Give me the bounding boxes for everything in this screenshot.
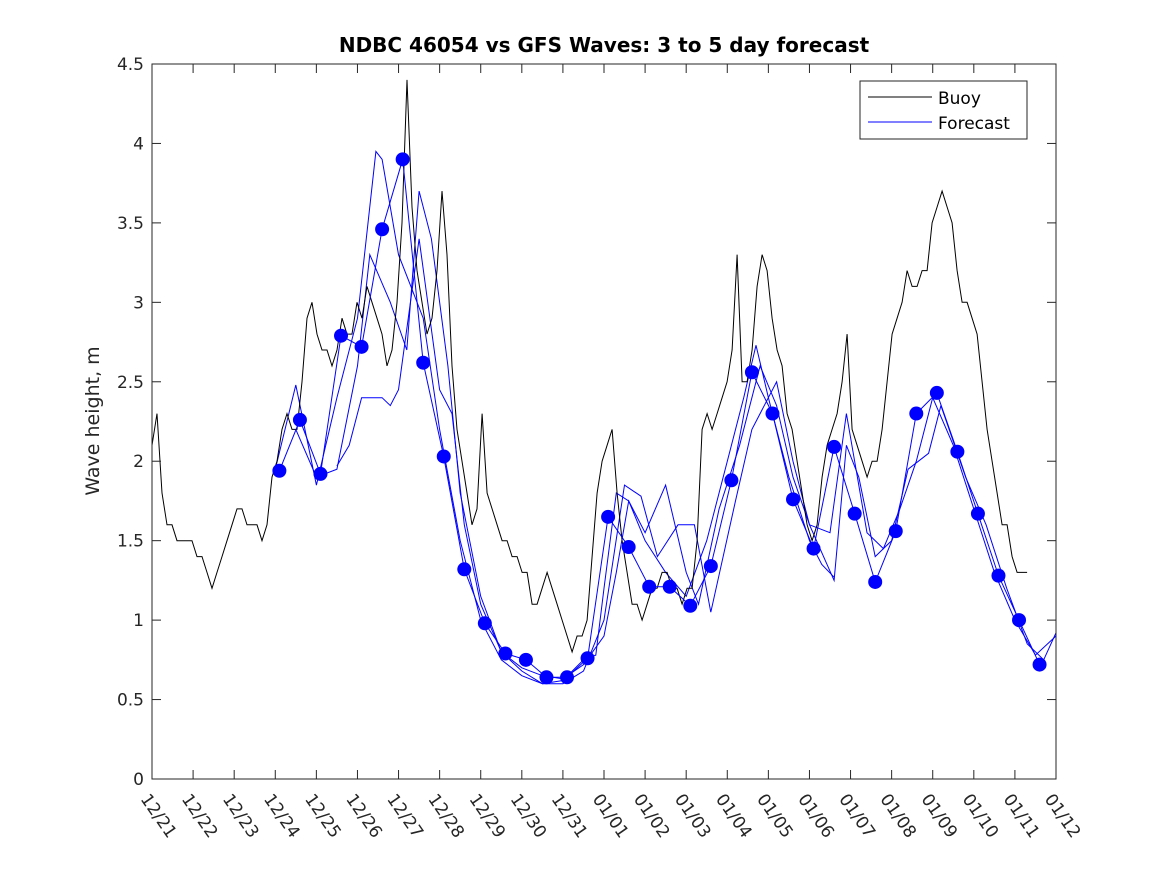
forecast-point [375, 222, 390, 237]
forecast-line [278, 159, 1041, 678]
forecast-point [909, 406, 924, 421]
forecast-run-line-2 [336, 238, 1057, 685]
y-tick-label: 1 [133, 611, 144, 631]
forecast-point [847, 506, 862, 521]
forecast-point [477, 616, 492, 631]
forecast-point [292, 412, 307, 427]
forecast-point [601, 509, 616, 524]
forecast-point [786, 492, 801, 507]
forecast-point [354, 339, 369, 354]
forecast-point [539, 670, 554, 685]
forecast-point [970, 506, 985, 521]
y-tick-label: 0.5 [117, 691, 144, 711]
forecast-point [498, 646, 513, 661]
forecast-point [621, 540, 636, 555]
forecast-point [560, 670, 575, 685]
legend: Buoy Forecast [859, 80, 1028, 140]
forecast-point [334, 328, 349, 343]
forecast-point [580, 651, 595, 666]
forecast-point [806, 541, 821, 556]
legend-buoy-label: Buoy [938, 89, 981, 109]
forecast-point [457, 562, 472, 577]
forecast-point [642, 579, 657, 594]
forecast-point [1012, 613, 1027, 628]
legend-forecast-label: Forecast [938, 114, 1010, 134]
legend-box [859, 80, 1028, 140]
y-tick-label: 3.5 [117, 214, 144, 234]
forecast-point [683, 598, 698, 613]
y-tick-label: 1.5 [117, 532, 144, 552]
y-tick-label: 2 [133, 452, 144, 472]
forecast-point [888, 524, 903, 539]
y-axis-label: Wave height, m [82, 346, 104, 495]
forecast-point [868, 574, 883, 589]
y-tick-label: 0 [133, 770, 144, 790]
forecast-point [395, 152, 410, 167]
forecast-point [703, 559, 718, 574]
forecast-point [436, 449, 451, 464]
y-tick-label: 2.5 [117, 373, 144, 393]
forecast-point [313, 466, 328, 481]
forecast-point [929, 385, 944, 400]
forecast-point [991, 568, 1006, 583]
forecast-run-line-1 [295, 190, 1057, 680]
forecast-point [1032, 657, 1047, 672]
forecast-point [416, 355, 431, 370]
forecast-point [662, 579, 677, 594]
forecast-point [744, 365, 759, 380]
forecast-point [518, 652, 533, 667]
forecast-point [724, 473, 739, 488]
forecast-point [827, 439, 842, 454]
plot-area [151, 79, 1057, 685]
chart-title: NDBC 46054 vs GFS Waves: 3 to 5 day fore… [339, 33, 870, 57]
y-tick-label: 3 [133, 293, 144, 313]
y-tick-label: 4.5 [117, 55, 144, 75]
forecast-point [272, 463, 287, 478]
forecast-point [765, 406, 780, 421]
forecast-point [950, 444, 965, 459]
y-tick-label: 4 [133, 134, 144, 154]
